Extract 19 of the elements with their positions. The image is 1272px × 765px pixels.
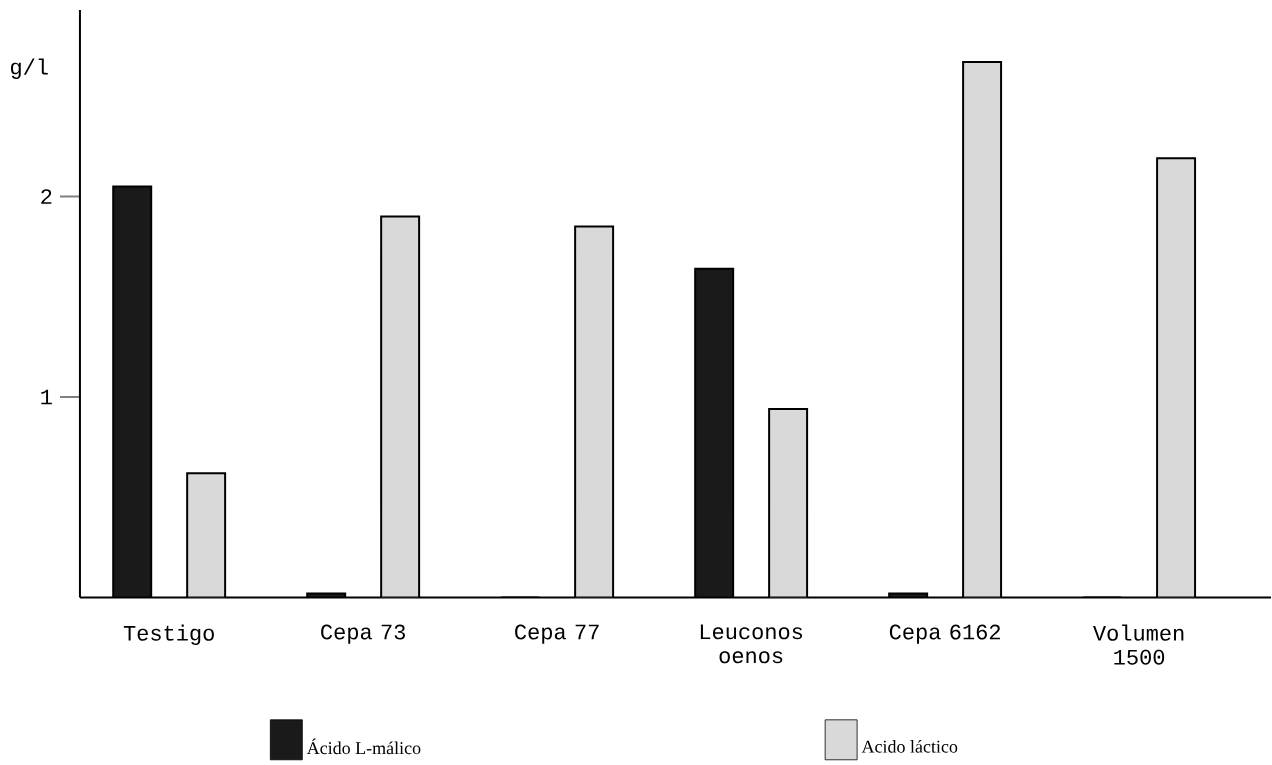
bar bbox=[575, 226, 614, 598]
x-tick-label: Testigo bbox=[123, 624, 214, 645]
bar bbox=[963, 61, 1002, 598]
x-tick-label: Leuconos oenos bbox=[700, 624, 803, 664]
bar bbox=[695, 268, 734, 598]
legend-label: Acido láctico bbox=[861, 739, 958, 753]
y-tick-label: 2 bbox=[41, 188, 52, 204]
x-tick-label: Cepa 6162 bbox=[889, 624, 1000, 644]
x-tick-label: Cepa 77 bbox=[515, 624, 599, 644]
bar bbox=[381, 216, 420, 598]
x-tick-label: Cepa 73 bbox=[321, 624, 405, 644]
bar bbox=[113, 186, 152, 598]
y-axis-title: g/l bbox=[11, 58, 48, 79]
bar bbox=[187, 473, 226, 598]
bar bbox=[1156, 157, 1197, 598]
y-tick-label: 1 bbox=[41, 389, 52, 405]
x-tick-label: Volumen 1500 bbox=[1093, 624, 1184, 665]
legend-label: Ácido L-málico bbox=[306, 738, 421, 755]
bar bbox=[769, 408, 808, 598]
